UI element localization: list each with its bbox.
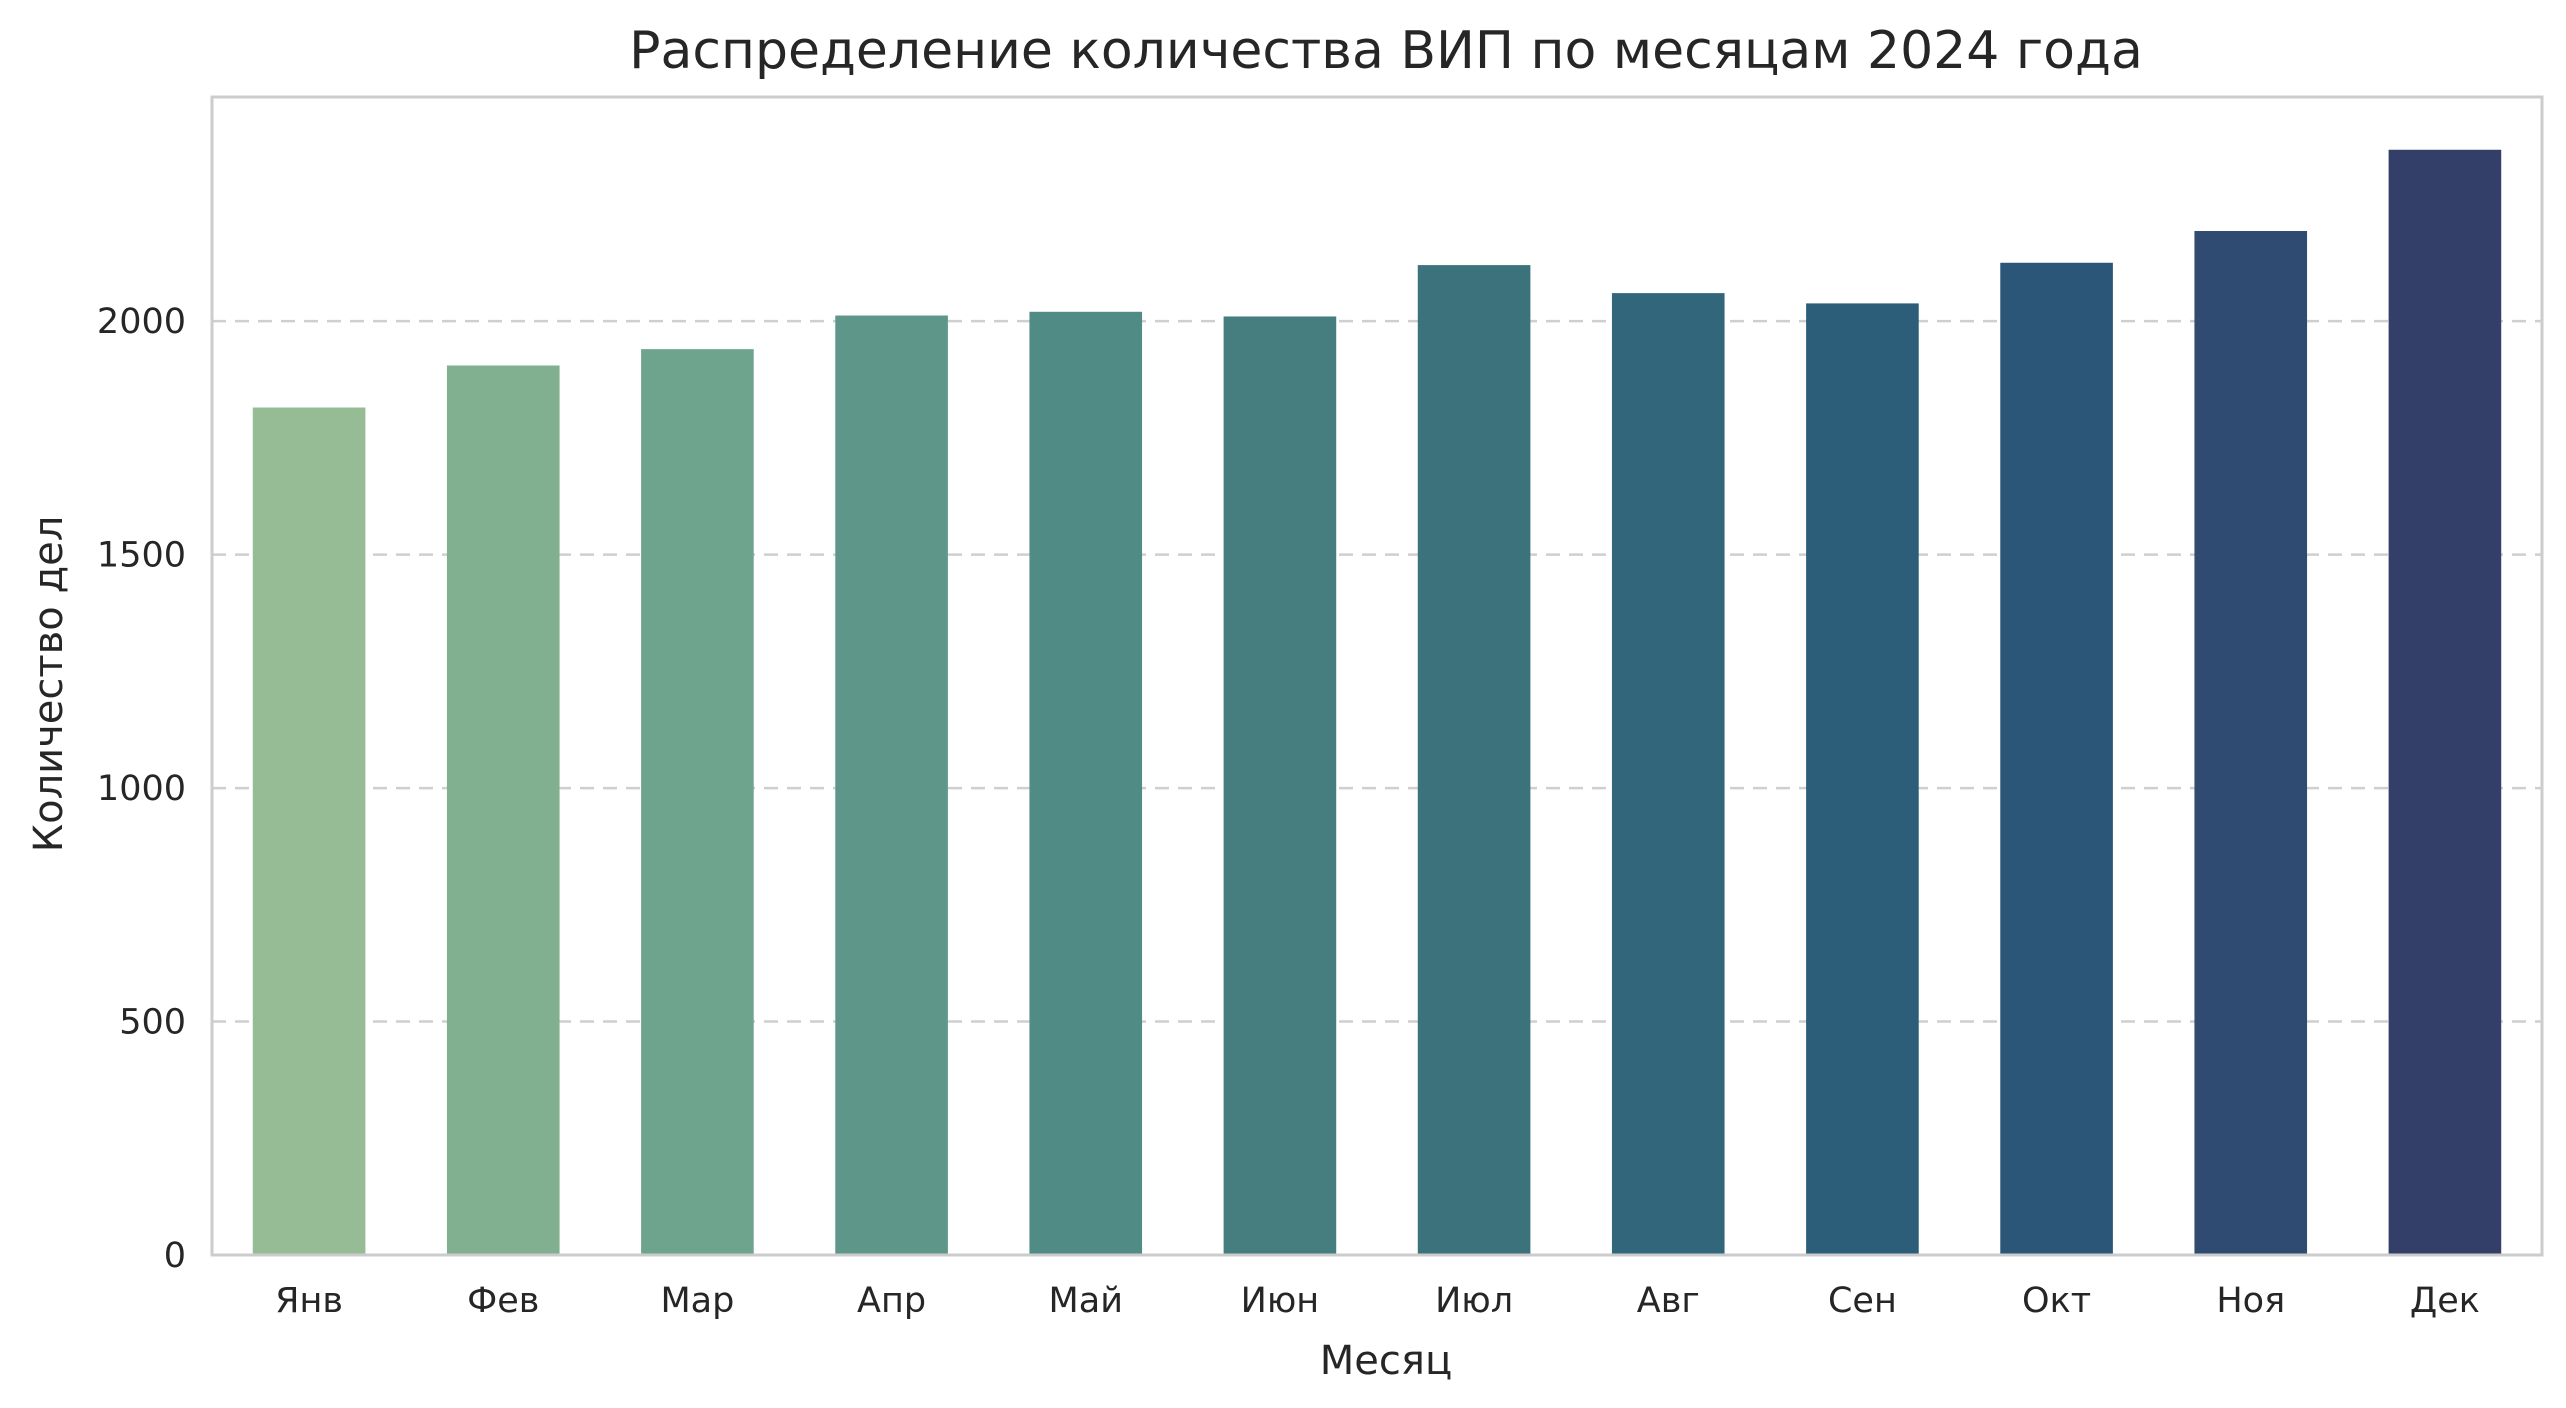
x-tick-label: Окт [2022,1281,2091,1321]
bar [252,407,366,1255]
x-tick-label: Мар [660,1281,734,1321]
bar [2194,231,2308,1255]
grid-layer [212,319,2542,1023]
y-tick-label: 0 [164,1236,186,1276]
bar [1417,265,1531,1255]
x-tick-label: Дек [2410,1281,2480,1321]
bar [1223,316,1337,1255]
bar [2388,149,2502,1256]
bar [446,365,560,1255]
y-tick-label: 1000 [97,769,186,809]
x-tick-label: Янв [275,1281,343,1321]
x-axis-ticks: Янв Фев Мар Апр Май Июн Июл Авг Сен Окт Ноя Дек [275,1281,2480,1321]
y-tick-label: 500 [119,1003,186,1043]
x-tick-label: Июл [1435,1281,1513,1321]
x-tick-label: Авг [1637,1281,1700,1321]
x-tick-label: Июн [1241,1281,1320,1321]
x-tick-label: Фев [467,1281,539,1321]
x-tick-label: Ноя [2216,1281,2285,1321]
bars-layer [252,149,2502,1256]
x-tick-label: Сен [1828,1281,1897,1321]
bar [1029,311,1143,1256]
y-axis-ticks: 0 500 1000 1500 2000 [97,302,186,1276]
bar [1806,303,1919,1255]
y-tick-label: 2000 [97,302,186,342]
bar [2000,262,2113,1255]
plot-frame [210,95,2544,1257]
x-axis-label: Месяц [1320,1338,1452,1384]
y-tick-label: 1500 [97,536,186,576]
chart-title: Распределение количества ВИП по месяцам … [629,21,2143,81]
bar [1611,293,1725,1255]
x-tick-label: Май [1049,1281,1123,1321]
x-tick-label: Апр [857,1281,926,1321]
y-axis-label: Количество дел [26,516,72,853]
bar [641,349,754,1256]
bar [835,315,948,1255]
